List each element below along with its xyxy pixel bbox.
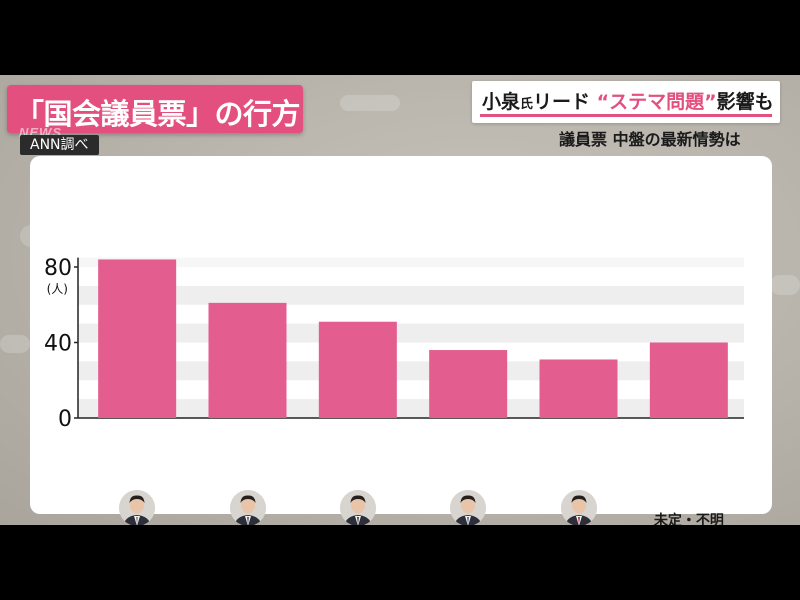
- bar-4: [429, 350, 508, 418]
- headline: 小泉氏リード “ステマ問題”影響も: [482, 87, 774, 114]
- candidate-label: 未定・不明: [653, 513, 724, 525]
- grid-band: [78, 323, 744, 343]
- headline-banner: 小泉氏リード “ステマ問題”影響も: [472, 81, 780, 123]
- bar-3: [318, 321, 397, 418]
- y-tick-label: 0: [58, 407, 72, 432]
- grid-band: [78, 285, 744, 305]
- kobayashi-photo: [450, 490, 487, 525]
- bar-6: [649, 342, 728, 418]
- hayashi-photo: [229, 490, 266, 525]
- takaichi-photo: [339, 490, 376, 525]
- subtitle: 議員票 中盤の最新情勢は: [559, 130, 741, 149]
- chart-title-banner: 「国会議員票」の行方 NEWS: [7, 85, 303, 140]
- grid-band: [78, 361, 744, 381]
- grid-band: [78, 399, 744, 418]
- y-tick-label: 80: [44, 256, 72, 281]
- headline-part2: リード: [533, 91, 597, 113]
- headline-part1: 小泉: [482, 91, 521, 113]
- broadcast-screen: 「国会議員票」の行方 NEWS ANN調べ 小泉氏リード “ステマ問題”影響も …: [0, 75, 800, 525]
- headline-quote: “ステマ問題”: [596, 91, 717, 113]
- background-decoration: [770, 275, 800, 295]
- motegi-photo: [560, 490, 597, 525]
- headline-part1-small: 氏: [520, 97, 534, 112]
- y-axis-unit-label: (人): [47, 282, 68, 296]
- koizumi-photo: [119, 490, 156, 525]
- chart-title: 「国会議員票」の行方: [15, 97, 301, 131]
- bar-1: [98, 259, 177, 418]
- headline-part3: 影響も: [716, 91, 774, 113]
- y-tick-label: 40: [44, 332, 72, 357]
- bar-2: [208, 302, 287, 418]
- background-decoration: [0, 335, 30, 353]
- source-badge: ANN調べ: [20, 135, 99, 155]
- bar-chart: 0 40 80(人): [44, 256, 744, 432]
- grid-band: [78, 257, 744, 267]
- background-decoration: [340, 95, 400, 111]
- bar-5: [539, 359, 618, 418]
